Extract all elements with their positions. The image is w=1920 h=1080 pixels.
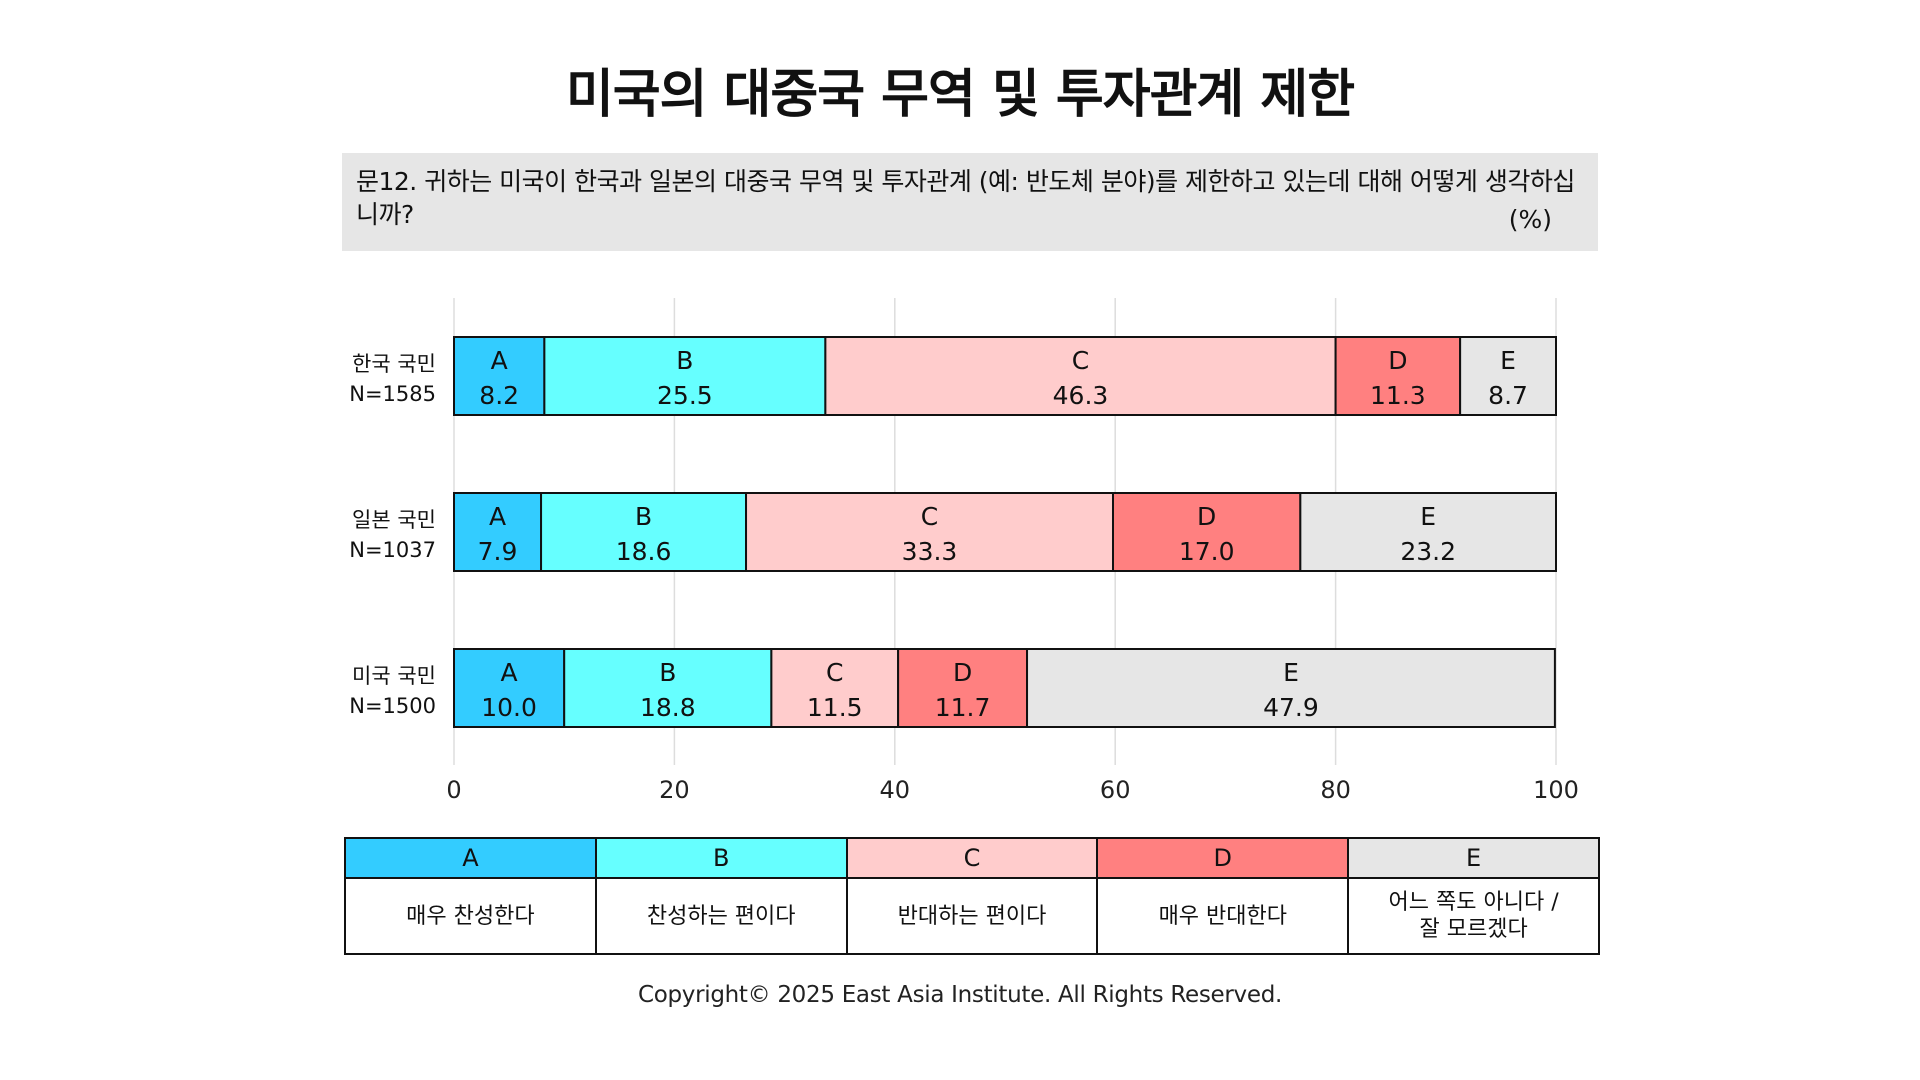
bar-segment-a xyxy=(453,648,566,728)
bar-segment-d xyxy=(1111,492,1302,572)
segment-series-label: E xyxy=(1283,658,1299,687)
data-label: 18.6 xyxy=(616,537,672,566)
unit-label: (%) xyxy=(1508,205,1552,234)
bar-segment-e xyxy=(1299,492,1558,572)
data-label: 10.0 xyxy=(481,693,537,722)
segment-series-label: D xyxy=(1197,502,1216,531)
segment-series-label: A xyxy=(501,658,518,687)
segment-series-label: B xyxy=(676,346,693,375)
bar-segment-e xyxy=(1026,648,1556,728)
data-label: 18.8 xyxy=(640,693,696,722)
legend-desc-row: 매우 찬성한다 찬성하는 편이다 반대하는 편이다 매우 반대한다 어느 쪽도 … xyxy=(344,877,1600,955)
bar-segment-d xyxy=(897,648,1029,728)
category-label: 미국 국민 xyxy=(352,664,436,688)
legend-desc-a: 매우 찬성한다 xyxy=(344,877,597,955)
category-label: 한국 국민 xyxy=(352,352,436,376)
segment-series-label: D xyxy=(1388,346,1407,375)
question-text: 문12. 귀하는 미국이 한국과 일본의 대중국 무역 및 투자관계 (예: 반… xyxy=(356,167,1575,229)
legend-key-a: A xyxy=(344,837,597,879)
segment-series-label: C xyxy=(826,658,843,687)
bar-segment-c xyxy=(824,336,1337,416)
legend-table: A B C D E 매우 찬성한다 찬성하는 편이다 반대하는 편이다 매우 반… xyxy=(344,837,1600,955)
category-n: N=1585 xyxy=(349,382,436,406)
chart-title: 미국의 대중국 무역 및 투자관계 제한 xyxy=(565,65,1355,125)
data-label: 7.9 xyxy=(478,537,518,566)
stacked-bar-chart: 0 20 40 60 80 100 한국 국민 N=1585 A 8.2 B 25.5 C 46.3 D 11… xyxy=(349,298,1579,804)
data-label: 8.2 xyxy=(479,381,519,410)
bar-segment-d xyxy=(1334,336,1462,416)
bar-segment-b xyxy=(563,648,773,728)
category-n: N=1500 xyxy=(349,694,436,718)
x-tick-label: 100 xyxy=(1533,776,1579,804)
data-label: 11.7 xyxy=(935,693,991,722)
data-label: 17.0 xyxy=(1179,537,1235,566)
legend-desc-c: 반대하는 편이다 xyxy=(845,877,1099,955)
segment-series-label: D xyxy=(953,658,972,687)
x-tick-label: 20 xyxy=(659,776,690,804)
data-label: 11.3 xyxy=(1370,381,1426,410)
segment-series-label: B xyxy=(659,658,676,687)
legend-desc-b: 찬성하는 편이다 xyxy=(594,877,848,955)
x-tick-label: 80 xyxy=(1320,776,1351,804)
bar-segment-a xyxy=(453,492,543,572)
segment-series-label: C xyxy=(921,502,938,531)
legend-key-d: D xyxy=(1096,837,1350,879)
data-label: 47.9 xyxy=(1263,693,1319,722)
x-tick-label: 60 xyxy=(1100,776,1131,804)
segment-series-label: B xyxy=(635,502,652,531)
question-box: 문12. 귀하는 미국이 한국과 일본의 대중국 무역 및 투자관계 (예: 반… xyxy=(342,153,1598,251)
data-label: 11.5 xyxy=(807,693,863,722)
legend-key-e: E xyxy=(1347,837,1600,879)
legend-desc-e: 어느 쪽도 아니다 / 잘 모르겠다 xyxy=(1347,877,1600,955)
x-tick-label: 0 xyxy=(446,776,461,804)
bar-segment-c xyxy=(745,492,1114,572)
category-n: N=1037 xyxy=(349,538,436,562)
data-label: 8.7 xyxy=(1488,381,1528,410)
data-label: 46.3 xyxy=(1053,381,1109,410)
legend-key-c: C xyxy=(845,837,1099,879)
segment-series-label: A xyxy=(489,502,506,531)
segment-series-label: E xyxy=(1500,346,1516,375)
legend-key-row: A B C D E xyxy=(344,837,1600,879)
segment-series-label: A xyxy=(491,346,508,375)
bar-segment-c xyxy=(770,648,900,728)
copyright-notice: Copyright© 2025 East Asia Institute. All… xyxy=(637,982,1283,1008)
bar-segment-e xyxy=(1459,336,1557,416)
legend-key-b: B xyxy=(594,837,848,879)
legend-desc-d: 매우 반대한다 xyxy=(1096,877,1350,955)
category-label: 일본 국민 xyxy=(352,508,436,532)
segment-series-label: E xyxy=(1420,502,1436,531)
data-label: 23.2 xyxy=(1400,537,1456,566)
data-label: 33.3 xyxy=(902,537,958,566)
data-label: 25.5 xyxy=(657,381,713,410)
segment-series-label: C xyxy=(1072,346,1089,375)
x-tick-label: 40 xyxy=(880,776,911,804)
